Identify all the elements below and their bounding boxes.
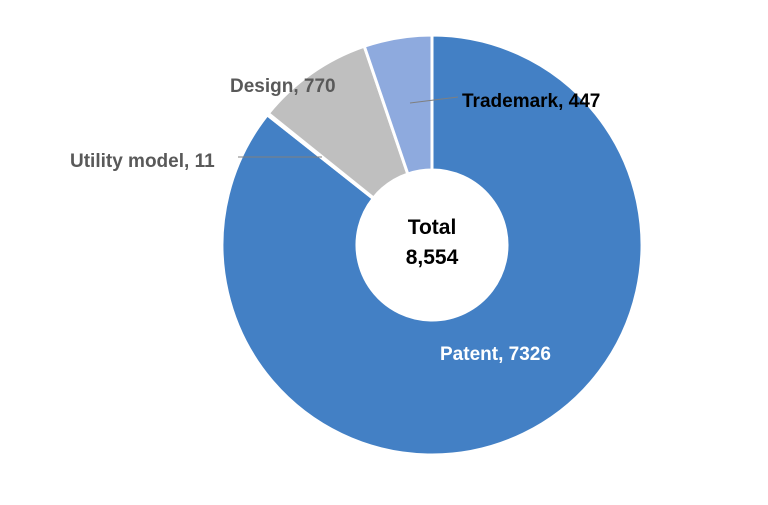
center-total-title: Total xyxy=(408,216,457,239)
slice-patent xyxy=(220,33,644,457)
center-total-value: 8,554 xyxy=(406,246,459,269)
leader-line-trademark xyxy=(409,96,459,104)
leader-lines-group xyxy=(238,96,459,158)
slice-trademark xyxy=(362,33,434,176)
label-design: Design, 770 xyxy=(230,76,336,97)
label-trademark: Trademark, 447 xyxy=(462,91,600,112)
slices-group xyxy=(220,33,644,457)
labels-group: Patent, 7326 Utility model, 11 Design, 770… xyxy=(70,76,600,365)
label-utility-model: Utility model, 11 xyxy=(70,151,215,172)
label-patent: Patent, 7326 xyxy=(440,344,551,365)
